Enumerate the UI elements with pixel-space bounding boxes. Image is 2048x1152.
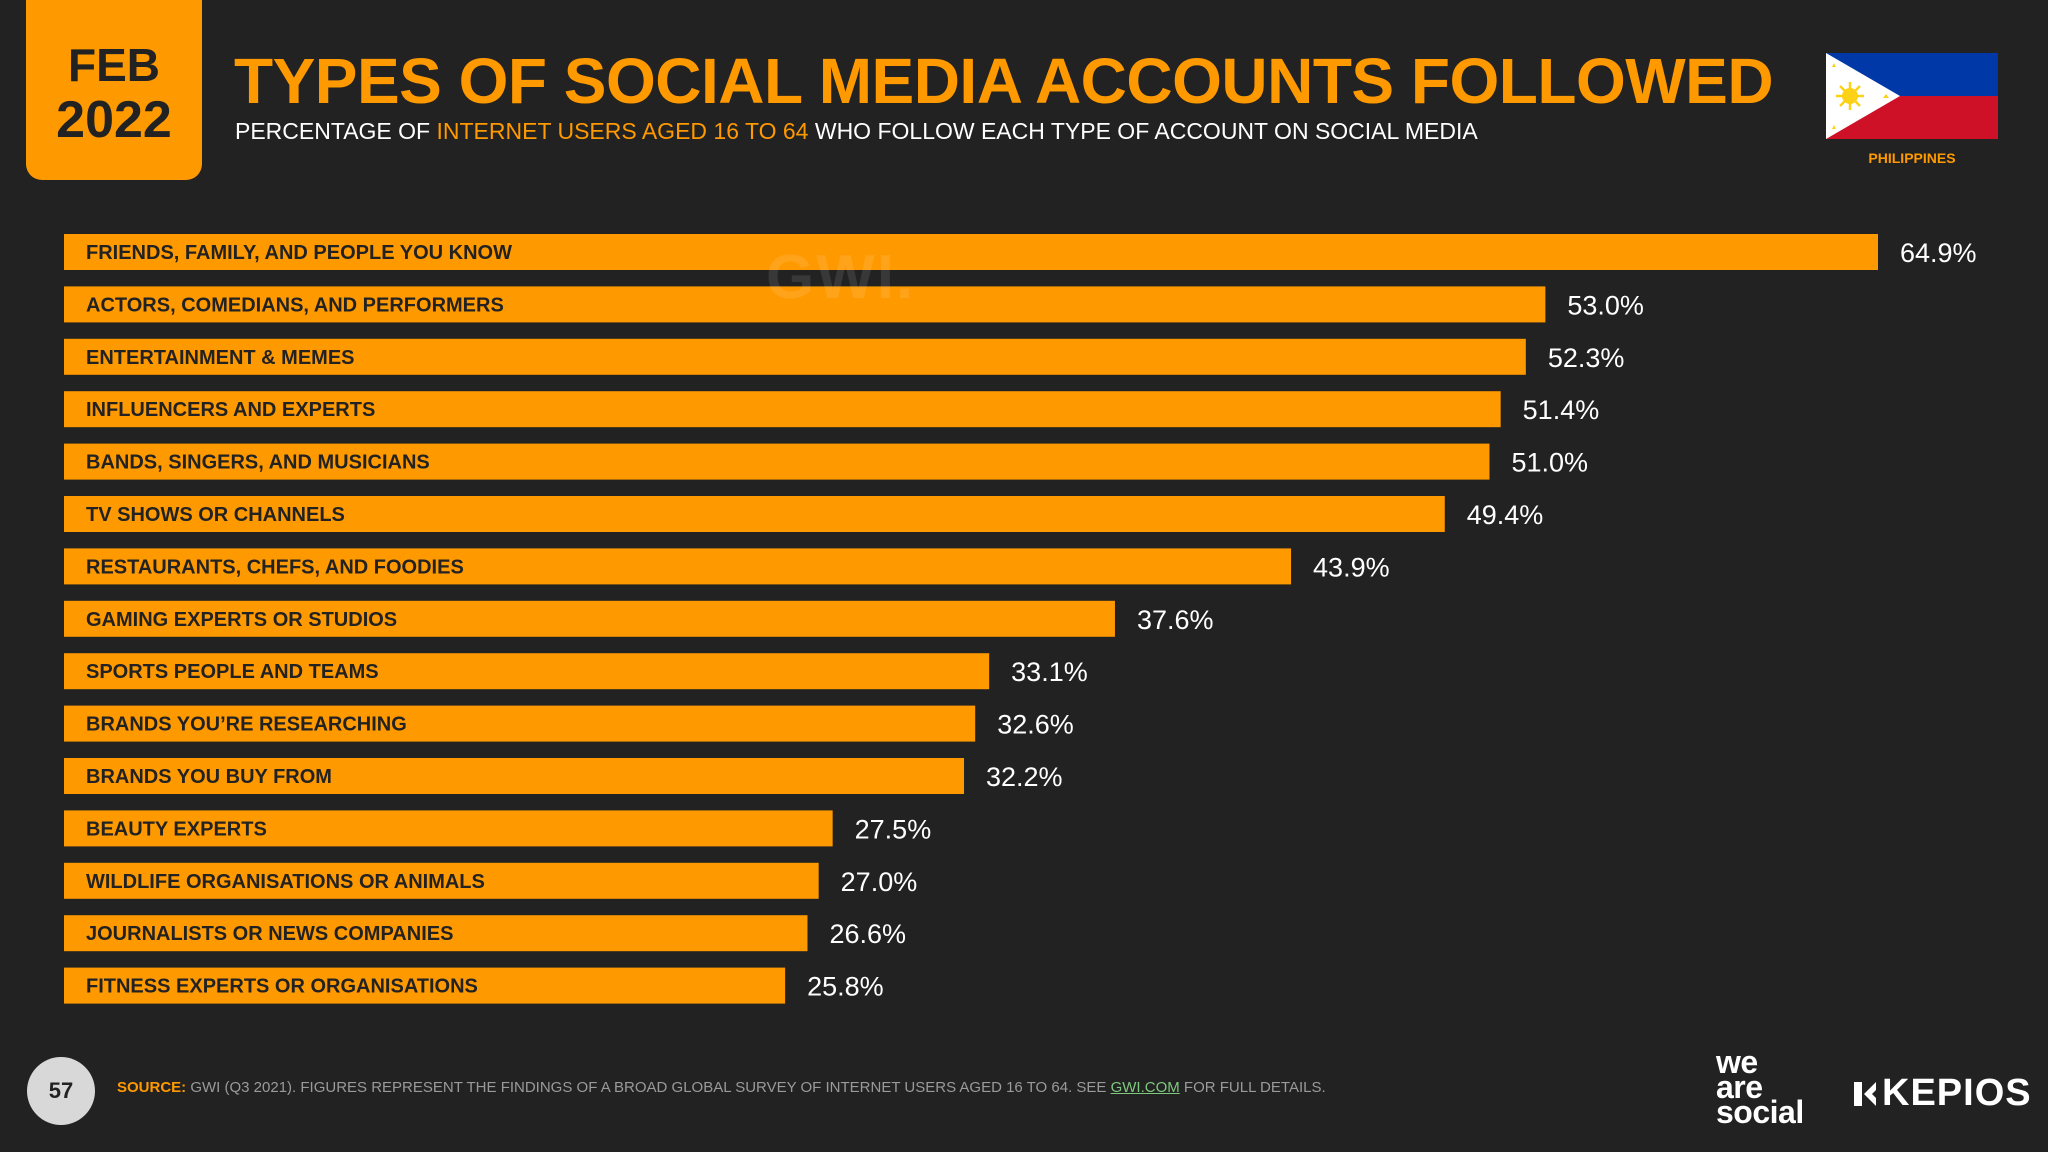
bar <box>64 286 1546 323</box>
source-link[interactable]: GWI.COM <box>1110 1079 1180 1096</box>
bar-value-label: 33.1% <box>1011 657 1088 687</box>
subtitle-highlight: INTERNET USERS AGED 16 TO 64 <box>436 118 809 144</box>
bar-label: SPORTS PEOPLE AND TEAMS <box>86 661 379 683</box>
bar-label: ENTERTAINMENT & MEMES <box>86 347 355 369</box>
bar-value-label: 52.3% <box>1548 343 1625 373</box>
bar-label: BRANDS YOU BUY FROM <box>86 766 332 788</box>
kepios-mark-icon <box>1854 1081 1876 1106</box>
bar <box>64 653 990 690</box>
source-label: SOURCE: <box>117 1079 187 1096</box>
bar-value-label: 43.9% <box>1313 552 1390 582</box>
bar-label: FITNESS EXPERTS OR ORGANISATIONS <box>86 976 478 998</box>
bar-label: BRANDS YOU’RE RESEARCHING <box>86 714 407 736</box>
bar-label: BEAUTY EXPERTS <box>86 818 267 840</box>
bar <box>64 862 819 899</box>
bar-value-label: 25.8% <box>807 972 884 1002</box>
bar-value-label: 64.9% <box>1900 238 1977 268</box>
bar-label: BANDS, SINGERS, AND MUSICIANS <box>86 452 430 474</box>
bar <box>64 915 808 952</box>
bar-value-label: 37.6% <box>1137 605 1214 635</box>
gwi-watermark: GWI. <box>766 243 916 312</box>
bar <box>64 705 976 742</box>
bar-value-label: 32.2% <box>986 762 1063 792</box>
bar-label: WILDLIFE ORGANISATIONS OR ANIMALS <box>86 871 485 893</box>
bar-value-label: 26.6% <box>829 919 906 949</box>
subtitle-post: WHO FOLLOW EACH TYPE OF ACCOUNT ON SOCIA… <box>808 118 1478 144</box>
bar <box>64 967 786 1004</box>
philippines-flag-icon <box>1826 53 1998 139</box>
source-tail: FOR FULL DETAILS. <box>1179 1079 1326 1096</box>
bar <box>64 600 1115 637</box>
bar-value-label: 49.4% <box>1467 500 1544 530</box>
bar-value-label: 27.5% <box>855 814 932 844</box>
logo-line-are: are <box>1716 1068 1763 1105</box>
bar <box>64 496 1445 532</box>
bar-chart: FRIENDS, FAMILY, AND PEOPLE YOU KNOW 64.9… <box>64 234 1977 1004</box>
date-year: 2022 <box>56 91 172 149</box>
bar-value-label: 32.6% <box>997 710 1074 740</box>
subtitle-pre: PERCENTAGE OF <box>235 118 437 144</box>
bar-value-label: 53.0% <box>1567 290 1644 320</box>
page-number: 57 <box>27 1057 95 1125</box>
bar <box>64 234 1878 270</box>
bar-label: ACTORS, COMEDIANS, AND PERFORMERS <box>86 294 504 316</box>
kepios-wordmark: KEPIOS <box>1882 1072 2032 1114</box>
bar-value-label: 51.4% <box>1523 395 1600 425</box>
bar-value-label: 27.0% <box>841 867 918 897</box>
kepios-logo: KEPIOS <box>1852 1072 2032 1115</box>
bar-label: TV SHOWS OR CHANNELS <box>86 504 345 526</box>
bar-label: FRIENDS, FAMILY, AND PEOPLE YOU KNOW <box>86 242 512 264</box>
bar-label: JOURNALISTS OR NEWS COMPANIES <box>86 923 453 945</box>
country-label: PHILIPPINES <box>1868 150 1956 166</box>
bar-value-label: 51.0% <box>1511 448 1588 478</box>
bar <box>64 758 965 794</box>
bar <box>64 548 1292 585</box>
page-subtitle: PERCENTAGE OF INTERNET USERS AGED 16 TO … <box>235 118 1478 145</box>
we-are-social-logo: we are social <box>1716 1044 1804 1130</box>
date-month: FEB <box>68 39 160 91</box>
logo-line-we: we <box>1716 1044 1758 1080</box>
bar <box>64 338 1526 375</box>
bar-label: GAMING EXPERTS OR STUDIOS <box>86 609 397 631</box>
bar <box>64 443 1490 480</box>
page-title: TYPES OF SOCIAL MEDIA ACCOUNTS FOLLOWED <box>234 45 1774 117</box>
bar <box>64 810 833 847</box>
logo-line-social: social <box>1716 1093 1804 1130</box>
source-text: GWI (Q3 2021). FIGURES REPRESENT THE FIN… <box>186 1079 1111 1096</box>
bar-label: RESTAURANTS, CHEFS, AND FOODIES <box>86 556 464 578</box>
source-note: SOURCE: GWI (Q3 2021). FIGURES REPRESENT… <box>117 1079 1326 1096</box>
date-badge: FEB 2022 <box>26 0 202 180</box>
bar-label: INFLUENCERS AND EXPERTS <box>86 399 375 421</box>
bar <box>64 391 1501 428</box>
